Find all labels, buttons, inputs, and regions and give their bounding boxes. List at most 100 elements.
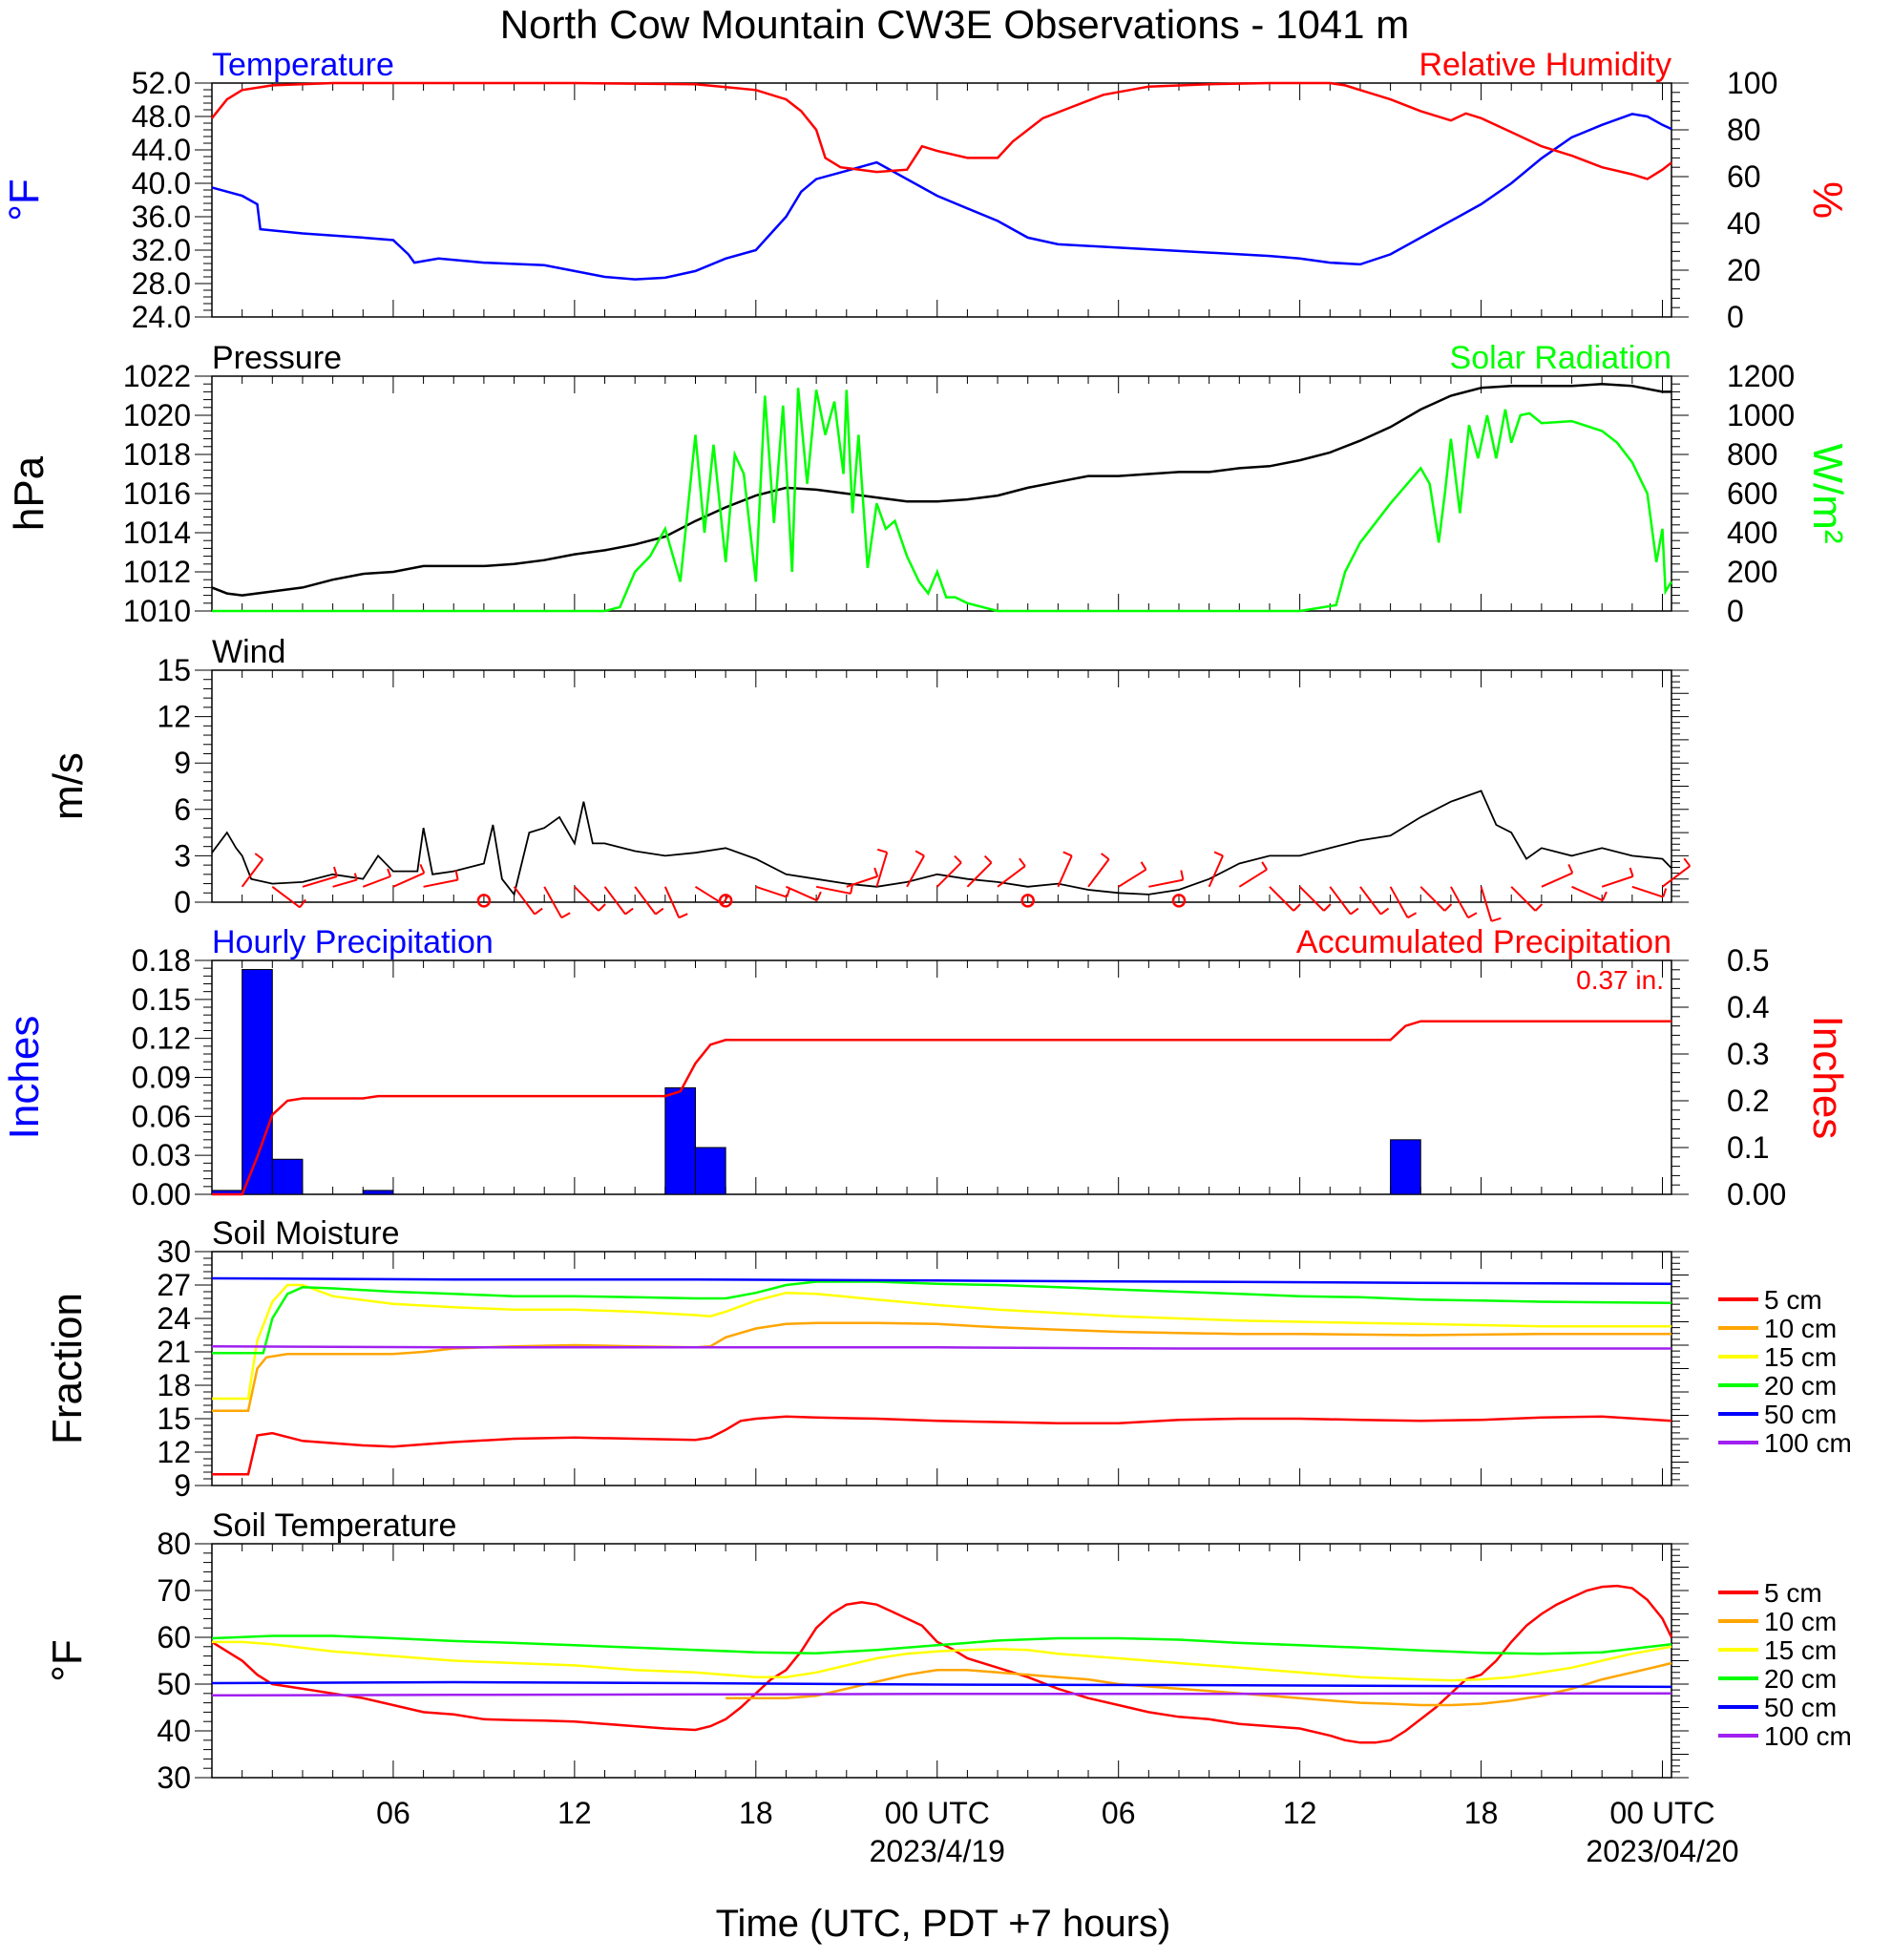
wind-barb-calm bbox=[1171, 894, 1187, 908]
y-tick-label: 70 bbox=[157, 1573, 191, 1608]
panel-1: 24.028.032.036.040.044.048.052.0 0 20 40 60 8… bbox=[1, 47, 1851, 334]
y-tick-label: 32.0 bbox=[132, 233, 191, 267]
wind-barb-shaft bbox=[815, 885, 851, 895]
wind-barb-shaft bbox=[1298, 886, 1325, 912]
wind-barb bbox=[663, 886, 688, 919]
wind-barb-shaft bbox=[786, 885, 818, 902]
series-line-1 bbox=[212, 1415, 1672, 1476]
wind-barb bbox=[302, 866, 338, 888]
wind-barb-feather bbox=[1683, 857, 1692, 867]
series-line-1 bbox=[211, 1584, 1673, 1744]
series-line-4 bbox=[212, 1280, 1672, 1355]
wind-barb-calm bbox=[476, 894, 492, 908]
y-right-tick-label: 1200 bbox=[1727, 359, 1795, 393]
wind-barb-shaft bbox=[1087, 858, 1110, 888]
y-right-tick-label: 1000 bbox=[1727, 398, 1795, 432]
y-tick-label: 18 bbox=[157, 1368, 191, 1402]
y-tick-label: 52.0 bbox=[132, 66, 191, 100]
wind-barb bbox=[1480, 886, 1502, 922]
legend-label: 100 cm bbox=[1764, 1721, 1852, 1751]
y-tick-label: 0.03 bbox=[132, 1138, 191, 1172]
wind-barb bbox=[1269, 886, 1301, 912]
wind-barb-shaft bbox=[966, 861, 993, 888]
legend-label: 50 cm bbox=[1764, 1400, 1837, 1429]
precip-bar bbox=[695, 1147, 726, 1195]
wind-barb-feather bbox=[1213, 851, 1224, 857]
panel-4: 0.00 0.03 0.06 0.09 0.12 0.15 0.18 0.00 0.1 0.2 0.… bbox=[1, 924, 1851, 1212]
wind-barb bbox=[332, 873, 358, 888]
wind-barb-feather bbox=[678, 913, 688, 919]
wind-barb-shaft bbox=[1541, 872, 1573, 888]
wind-barb-shaft bbox=[1389, 886, 1409, 918]
wind-barb-feather bbox=[655, 907, 664, 916]
y-right-tick-label: 0.3 bbox=[1727, 1037, 1769, 1071]
wind-barb-shaft bbox=[392, 872, 425, 888]
x-date-label: 2023/04/20 bbox=[1586, 1834, 1738, 1868]
wind-barb bbox=[603, 886, 634, 916]
y-tick-label: 80 bbox=[157, 1527, 191, 1561]
wind-barb-shaft bbox=[997, 865, 1026, 888]
y-tick-label: 44.0 bbox=[132, 133, 191, 167]
wind-barb bbox=[1057, 851, 1073, 888]
wind-barb-feather bbox=[1180, 870, 1185, 880]
wind-barb-feather bbox=[1443, 903, 1453, 912]
y-tick-label: 50 bbox=[157, 1667, 191, 1701]
panel-title-left: Wind bbox=[212, 634, 285, 670]
wind-barb-shaft bbox=[302, 875, 338, 888]
wind-barb bbox=[392, 863, 426, 888]
wind-barb-feather bbox=[1567, 863, 1574, 874]
y-axis-label: Fraction bbox=[44, 1293, 91, 1444]
series-line-2 bbox=[211, 81, 1672, 180]
panel-title-left: Pressure bbox=[212, 340, 342, 376]
y-tick-label: 40.0 bbox=[132, 166, 191, 200]
panel-title-right: Accumulated Precipitation bbox=[1296, 924, 1671, 960]
wind-barb-shaft bbox=[1148, 878, 1184, 888]
y-tick-label: 30 bbox=[157, 1234, 191, 1269]
wind-barb bbox=[1087, 853, 1110, 888]
y-right-tick-label: 0 bbox=[1727, 594, 1744, 628]
y-right-tick-label: 400 bbox=[1727, 516, 1777, 550]
wind-barb bbox=[846, 867, 879, 888]
wind-barb-shaft bbox=[755, 885, 788, 898]
wind-barb-shaft bbox=[663, 886, 681, 918]
wind-barb-feather bbox=[353, 873, 358, 880]
wind-barb bbox=[423, 870, 459, 888]
series-line-1 bbox=[211, 113, 1672, 281]
wind-barb-feather bbox=[1140, 861, 1147, 871]
wind-barb bbox=[966, 854, 993, 888]
wind-barb-feather bbox=[1534, 903, 1544, 912]
y-right-tick-label: 80 bbox=[1727, 113, 1761, 147]
wind-barb-shaft bbox=[543, 886, 563, 918]
y-tick-label: 1010 bbox=[123, 594, 191, 628]
wind-barb-feather bbox=[1293, 903, 1301, 912]
wind-barb bbox=[1571, 885, 1608, 902]
wind-barb-feather bbox=[876, 848, 888, 854]
panel-title-left: Hourly Precipitation bbox=[212, 924, 494, 960]
wind-barb bbox=[271, 885, 306, 909]
y-axis-label: hPa bbox=[6, 455, 53, 531]
legend-label: 5 cm bbox=[1764, 1578, 1822, 1608]
wind-barb-shaft bbox=[513, 886, 536, 916]
y-tick-label: 15 bbox=[157, 1402, 191, 1436]
wind-barb-feather bbox=[419, 863, 426, 874]
series-line-1 bbox=[211, 790, 1672, 896]
y-tick-label: 12 bbox=[157, 700, 191, 734]
wind-barb bbox=[1208, 851, 1224, 888]
legend-label: 20 cm bbox=[1764, 1371, 1837, 1401]
wind-barb-feather bbox=[1602, 891, 1608, 901]
precip-bar bbox=[664, 1086, 697, 1195]
wind-barb bbox=[543, 886, 571, 919]
wind-barb-shaft bbox=[846, 875, 878, 888]
y-tick-label: 21 bbox=[157, 1335, 191, 1369]
series-line-2 bbox=[212, 1321, 1671, 1413]
y-tick-label: 9 bbox=[174, 1468, 191, 1503]
y-tick-label: 9 bbox=[174, 746, 191, 780]
y-tick-label: 60 bbox=[157, 1620, 191, 1654]
wind-barb bbox=[936, 854, 962, 888]
wind-barb bbox=[1359, 886, 1390, 916]
y-right-tick-label: 0 bbox=[1727, 300, 1744, 334]
wind-barb-feather bbox=[534, 907, 543, 916]
legend-label: 10 cm bbox=[1764, 1314, 1837, 1343]
wind-barb-feather bbox=[1350, 907, 1359, 916]
